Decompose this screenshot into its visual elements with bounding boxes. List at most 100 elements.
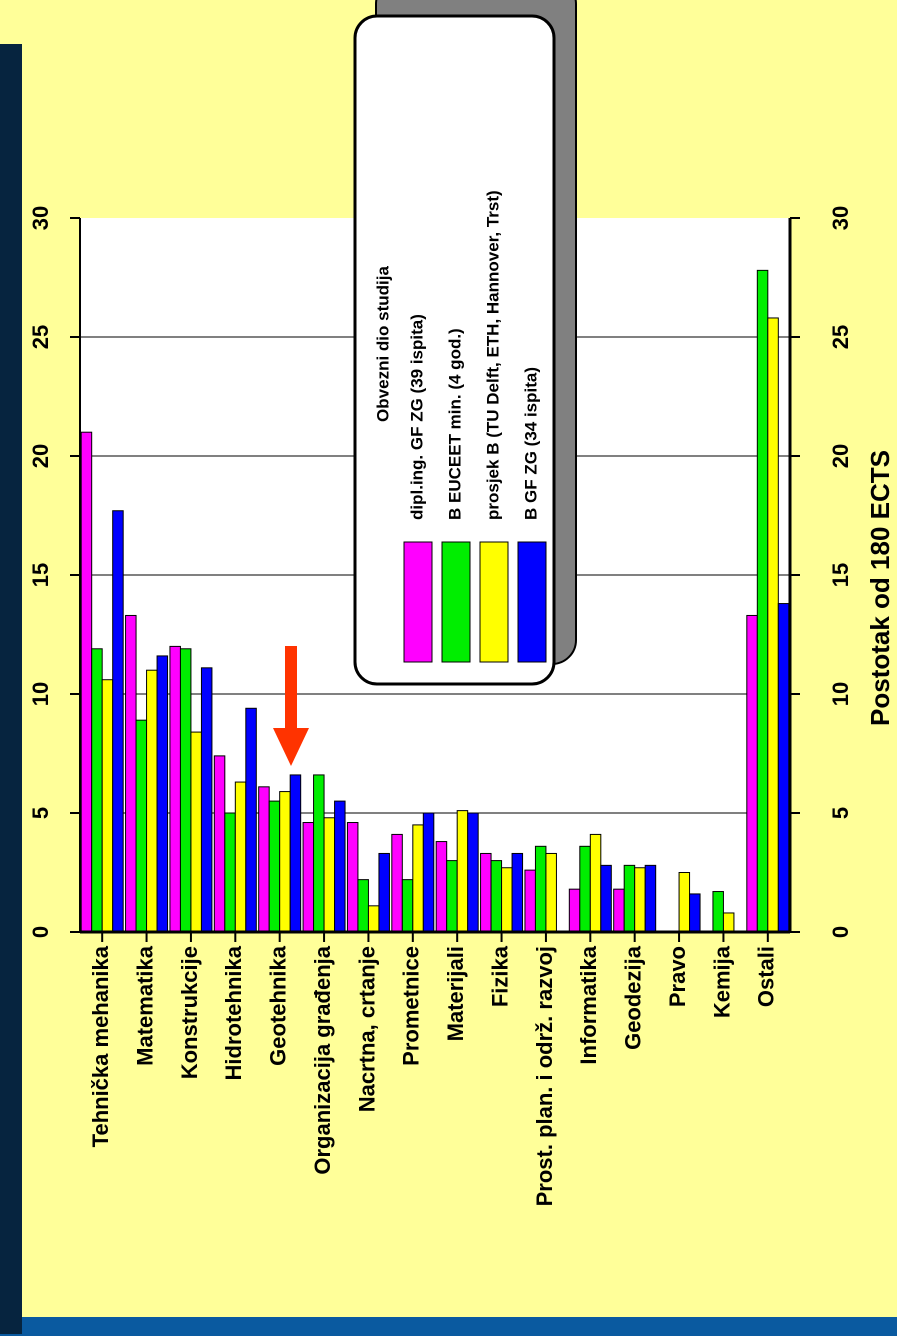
bar <box>135 719 148 933</box>
bar <box>245 707 257 933</box>
category-label: Prometnice <box>399 946 424 1066</box>
bar <box>401 879 414 933</box>
category-label: Nacrtna, crtanje <box>354 946 379 1112</box>
category-label: Informatika <box>576 945 601 1064</box>
bar <box>712 891 724 933</box>
bar <box>378 852 390 933</box>
bar <box>334 800 346 933</box>
bar <box>391 833 403 933</box>
legend-swatch <box>479 541 509 663</box>
category-label: Materijali <box>443 946 468 1041</box>
category-label: Hidrotehnika <box>221 945 246 1080</box>
bar <box>422 812 435 933</box>
category-label: Prost. plan. i održ. razvoj <box>532 946 557 1206</box>
bar <box>101 679 114 933</box>
legend-box <box>353 14 556 686</box>
bar <box>200 667 213 933</box>
bar <box>323 817 336 933</box>
annotation-arrow-head <box>273 728 309 766</box>
bar <box>190 731 202 933</box>
bar <box>446 860 458 933</box>
category-label: Organizacija građenja <box>310 945 335 1174</box>
bar <box>678 872 691 933</box>
category-label: Matematika <box>132 945 157 1066</box>
bar <box>112 510 124 933</box>
legend-label: B GF ZG (34 ispita) <box>521 367 540 520</box>
bar <box>456 810 469 933</box>
bar <box>357 879 369 933</box>
y-tick-label-left: 15 <box>28 563 53 587</box>
category-label: Kemija <box>709 945 734 1018</box>
legend-label: prosjek B (TU Delft, ETH, Hannover, Trst… <box>483 190 502 520</box>
bar <box>412 824 424 933</box>
bar <box>756 269 769 933</box>
bar <box>169 645 181 933</box>
bar <box>268 800 281 933</box>
bar <box>279 791 291 933</box>
annotation-arrow-shaft <box>285 646 297 732</box>
bar <box>746 614 758 933</box>
bar <box>91 648 103 933</box>
bar <box>579 845 591 933</box>
dark-left-band <box>0 44 22 1334</box>
bar <box>534 845 547 933</box>
chart: 0 0 5 5 10 10 15 15 20 20 25 25 30 30 Tehnička mehanik… <box>28 0 895 1206</box>
y-tick-label-right: 30 <box>828 206 853 230</box>
bar <box>689 893 701 933</box>
bar <box>644 864 657 933</box>
bar <box>524 869 536 933</box>
bar <box>467 812 479 933</box>
bar <box>501 867 513 933</box>
category-label: Geotehnika <box>266 945 291 1066</box>
bar <box>568 888 581 933</box>
bar <box>623 864 636 933</box>
bar <box>313 774 325 933</box>
top-left-corner-accent <box>0 0 22 44</box>
bar <box>777 603 790 933</box>
bar <box>179 648 192 933</box>
category-label: Ostali <box>754 946 779 1007</box>
bar <box>302 822 315 933</box>
legend-title: Obvezni dio studija <box>373 266 392 422</box>
y-tick-label-right: 20 <box>828 444 853 468</box>
legend-swatch <box>517 541 547 663</box>
bar <box>490 860 503 933</box>
bar <box>545 852 557 933</box>
bar <box>600 864 612 933</box>
y-tick-label-right: 25 <box>828 325 853 349</box>
category-label: Tehnička mehanika <box>88 945 113 1147</box>
bar <box>511 852 524 933</box>
y-axis-title: Postotak od 180 ECTS <box>865 450 895 726</box>
category-label: Fizika <box>487 945 512 1007</box>
bar <box>480 852 492 933</box>
bar <box>289 774 302 933</box>
y-tick-label-right: 10 <box>828 682 853 706</box>
bar <box>722 912 735 933</box>
category-label: Pravo <box>665 946 690 1007</box>
y-tick-label-right: 5 <box>828 807 853 819</box>
bar <box>346 822 359 933</box>
bar <box>125 614 137 933</box>
bar <box>613 888 625 933</box>
legend-label: dipl.ing. GF ZG (39 ispita) <box>407 314 426 520</box>
y-tick-label-left: 0 <box>28 926 53 938</box>
bar <box>156 655 169 933</box>
bar <box>589 833 602 933</box>
y-tick-label-left: 20 <box>28 444 53 468</box>
bar <box>435 841 448 933</box>
bar <box>80 431 93 933</box>
y-tick-label-left: 25 <box>28 325 53 349</box>
y-tick-label-right: 0 <box>828 926 853 938</box>
bar <box>767 317 779 933</box>
y-tick-label-right: 15 <box>828 563 853 587</box>
y-tick-label-left: 30 <box>28 206 53 230</box>
legend-swatch <box>403 541 433 663</box>
bar <box>146 669 158 933</box>
bar <box>258 786 270 933</box>
bar <box>634 867 646 933</box>
category-label: Konstrukcije <box>177 946 202 1079</box>
bar <box>213 755 226 933</box>
category-label: Geodezija <box>621 945 646 1050</box>
legend-label: B EUCEET min. (4 god.) <box>445 328 464 520</box>
